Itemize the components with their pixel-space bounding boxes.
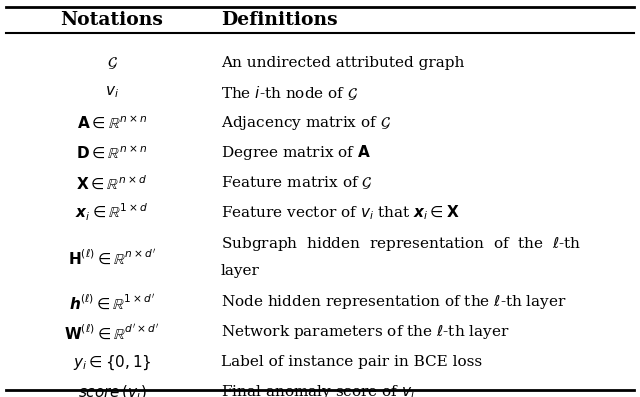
- Text: $\mathbf{H}^{(\ell)} \in \mathbb{R}^{n\times d'}$: $\mathbf{H}^{(\ell)} \in \mathbb{R}^{n\t…: [68, 248, 156, 267]
- Text: Notations: Notations: [61, 11, 163, 29]
- Text: $\mathit{score}\,(v_i)$: $\mathit{score}\,(v_i)$: [77, 383, 147, 397]
- Text: Feature matrix of $\mathcal{G}$: Feature matrix of $\mathcal{G}$: [221, 174, 372, 191]
- Text: The $i$-th node of $\mathcal{G}$: The $i$-th node of $\mathcal{G}$: [221, 84, 358, 102]
- Text: An undirected attributed graph: An undirected attributed graph: [221, 56, 464, 69]
- Text: Definitions: Definitions: [221, 11, 337, 29]
- Text: Label of instance pair in BCE loss: Label of instance pair in BCE loss: [221, 355, 482, 369]
- Text: $\mathcal{G}$: $\mathcal{G}$: [107, 55, 117, 71]
- Text: Node hidden representation of the $\ell$-th layer: Node hidden representation of the $\ell$…: [221, 293, 566, 311]
- Text: Degree matrix of $\mathbf{A}$: Degree matrix of $\mathbf{A}$: [221, 143, 371, 162]
- Text: $\boldsymbol{x}_i \in \mathbb{R}^{1\times d}$: $\boldsymbol{x}_i \in \mathbb{R}^{1\time…: [76, 202, 148, 223]
- Text: Network parameters of the $\ell$-th layer: Network parameters of the $\ell$-th laye…: [221, 324, 509, 341]
- Text: Subgraph  hidden  representation  of  the  $\ell$-th: Subgraph hidden representation of the $\…: [221, 235, 581, 253]
- Text: Adjacency matrix of $\mathcal{G}$: Adjacency matrix of $\mathcal{G}$: [221, 114, 390, 131]
- Text: $y_i \in \{0,1\}$: $y_i \in \{0,1\}$: [72, 353, 152, 372]
- Text: $\mathbf{X} \in \mathbb{R}^{n\times d}$: $\mathbf{X} \in \mathbb{R}^{n\times d}$: [77, 173, 147, 191]
- Text: $\mathbf{D} \in \mathbb{R}^{n\times n}$: $\mathbf{D} \in \mathbb{R}^{n\times n}$: [76, 144, 148, 161]
- Text: $v_i$: $v_i$: [105, 85, 119, 100]
- Text: $\boldsymbol{h}^{(\ell)} \in \mathbb{R}^{1\times d'}$: $\boldsymbol{h}^{(\ell)} \in \mathbb{R}^…: [69, 293, 155, 312]
- Text: Final anomaly score of $v_i$: Final anomaly score of $v_i$: [221, 384, 415, 397]
- Text: $\mathbf{A} \in \mathbb{R}^{n\times n}$: $\mathbf{A} \in \mathbb{R}^{n\times n}$: [77, 114, 147, 131]
- Text: $\mathbf{W}^{(\ell)} \in \mathbb{R}^{d'\times d'}$: $\mathbf{W}^{(\ell)} \in \mathbb{R}^{d'\…: [65, 323, 159, 342]
- Text: layer: layer: [221, 264, 260, 278]
- Text: Feature vector of $v_i$ that $\boldsymbol{x}_i \in \mathbf{X}$: Feature vector of $v_i$ that $\boldsymbo…: [221, 203, 460, 222]
